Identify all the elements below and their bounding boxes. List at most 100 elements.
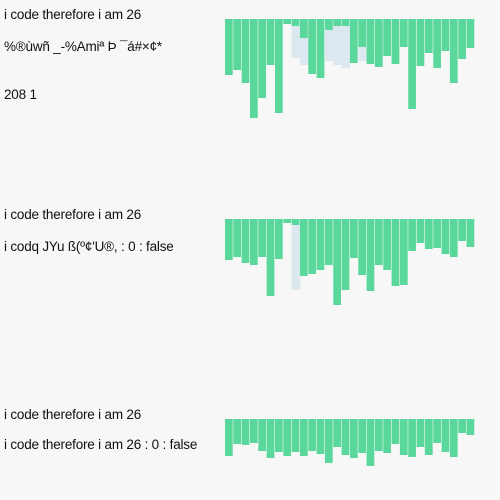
bar bbox=[266, 219, 275, 296]
bar bbox=[399, 419, 408, 455]
bar bbox=[449, 19, 458, 83]
bar bbox=[341, 219, 350, 290]
bar bbox=[424, 419, 433, 455]
bar bbox=[308, 19, 317, 74]
bar bbox=[399, 19, 408, 47]
bar bbox=[233, 419, 242, 444]
bar bbox=[258, 219, 267, 257]
bar bbox=[374, 219, 383, 265]
bar bbox=[249, 19, 258, 118]
bar bbox=[358, 19, 367, 47]
bar bbox=[324, 419, 333, 463]
bar bbox=[366, 19, 375, 64]
bar bbox=[308, 419, 317, 451]
bar bbox=[274, 19, 283, 113]
panel-2-title: i code therefore i am 26 bbox=[4, 207, 142, 222]
bar bbox=[349, 19, 358, 63]
panel-3-title: i code therefore i am 26 bbox=[4, 407, 142, 422]
shadow-bar bbox=[291, 19, 301, 58]
bar bbox=[441, 19, 450, 51]
bar bbox=[324, 19, 333, 30]
bar bbox=[274, 219, 283, 259]
bar bbox=[266, 419, 275, 458]
bar bbox=[449, 419, 458, 457]
bar bbox=[225, 419, 233, 456]
bar bbox=[316, 219, 325, 270]
bar bbox=[466, 19, 475, 48]
panel-2-subtitle: i codq JYu ß(º¢'U®, : 0 : false bbox=[4, 239, 174, 254]
bar bbox=[233, 19, 242, 70]
bar bbox=[341, 19, 350, 26]
bar bbox=[466, 419, 475, 435]
shadow-bar bbox=[291, 219, 301, 290]
bar bbox=[291, 19, 300, 26]
panel-1-caption: 208 1 bbox=[4, 87, 37, 102]
bar bbox=[416, 19, 425, 66]
bar bbox=[308, 219, 317, 274]
panel-1-title: i code therefore i am 26 bbox=[4, 7, 142, 22]
bar bbox=[233, 219, 242, 257]
bar bbox=[433, 219, 441, 248]
panel-3: i code therefore i am 26 i code therefor… bbox=[0, 400, 500, 500]
bar bbox=[366, 219, 375, 291]
bar bbox=[458, 219, 466, 241]
bar bbox=[391, 419, 400, 444]
bar bbox=[441, 419, 450, 452]
bar bbox=[424, 19, 433, 53]
bar bbox=[341, 419, 350, 455]
panel-1-subtitle: %®ùwñ _-%Amiª Þ ¯á#×¢* bbox=[4, 39, 162, 54]
bar bbox=[241, 219, 250, 263]
bar bbox=[408, 219, 416, 251]
bar bbox=[391, 19, 400, 64]
bar bbox=[299, 19, 308, 38]
shadow-bar bbox=[333, 19, 342, 65]
bar bbox=[283, 419, 292, 456]
shadow-bar bbox=[324, 19, 334, 61]
bar bbox=[374, 419, 383, 451]
bar bbox=[274, 419, 283, 452]
panel-2: i code therefore i am 26 i codq JYu ß(º¢… bbox=[0, 200, 500, 380]
bar bbox=[225, 219, 233, 260]
bar bbox=[283, 219, 292, 223]
bar bbox=[258, 419, 267, 451]
bar bbox=[258, 19, 267, 98]
bar bbox=[458, 419, 466, 433]
bar bbox=[416, 419, 425, 447]
bar bbox=[424, 219, 433, 249]
bar bbox=[391, 219, 400, 286]
bar bbox=[299, 419, 308, 456]
bar bbox=[383, 19, 391, 56]
bar bbox=[333, 19, 342, 26]
panel-2-bar-strip bbox=[225, 219, 475, 305]
bar bbox=[466, 219, 475, 247]
bar bbox=[249, 219, 258, 265]
bar bbox=[333, 419, 342, 447]
bar bbox=[433, 419, 441, 443]
bar bbox=[299, 219, 308, 276]
bar bbox=[316, 419, 325, 454]
bar bbox=[291, 219, 300, 225]
panel-3-subtitle: i code therefore i am 26 : 0 : false bbox=[4, 437, 198, 452]
bar bbox=[266, 19, 275, 65]
bar bbox=[374, 19, 383, 67]
bar bbox=[416, 219, 425, 243]
panel-3-bar-strip bbox=[225, 419, 475, 466]
bar bbox=[408, 19, 416, 109]
bar bbox=[458, 19, 466, 59]
bar bbox=[366, 419, 375, 466]
bar bbox=[291, 419, 300, 452]
bar bbox=[241, 19, 250, 83]
bar bbox=[441, 219, 450, 254]
bar bbox=[358, 419, 367, 453]
bar bbox=[283, 19, 292, 24]
bar bbox=[225, 19, 233, 75]
bar bbox=[399, 219, 408, 285]
bar bbox=[433, 19, 441, 68]
bar bbox=[358, 219, 367, 275]
shadow-bar bbox=[299, 19, 309, 65]
bar bbox=[349, 419, 358, 458]
bar bbox=[324, 219, 333, 265]
bar bbox=[333, 219, 342, 305]
bar bbox=[408, 419, 416, 457]
panel-1-bar-strip bbox=[225, 19, 475, 118]
